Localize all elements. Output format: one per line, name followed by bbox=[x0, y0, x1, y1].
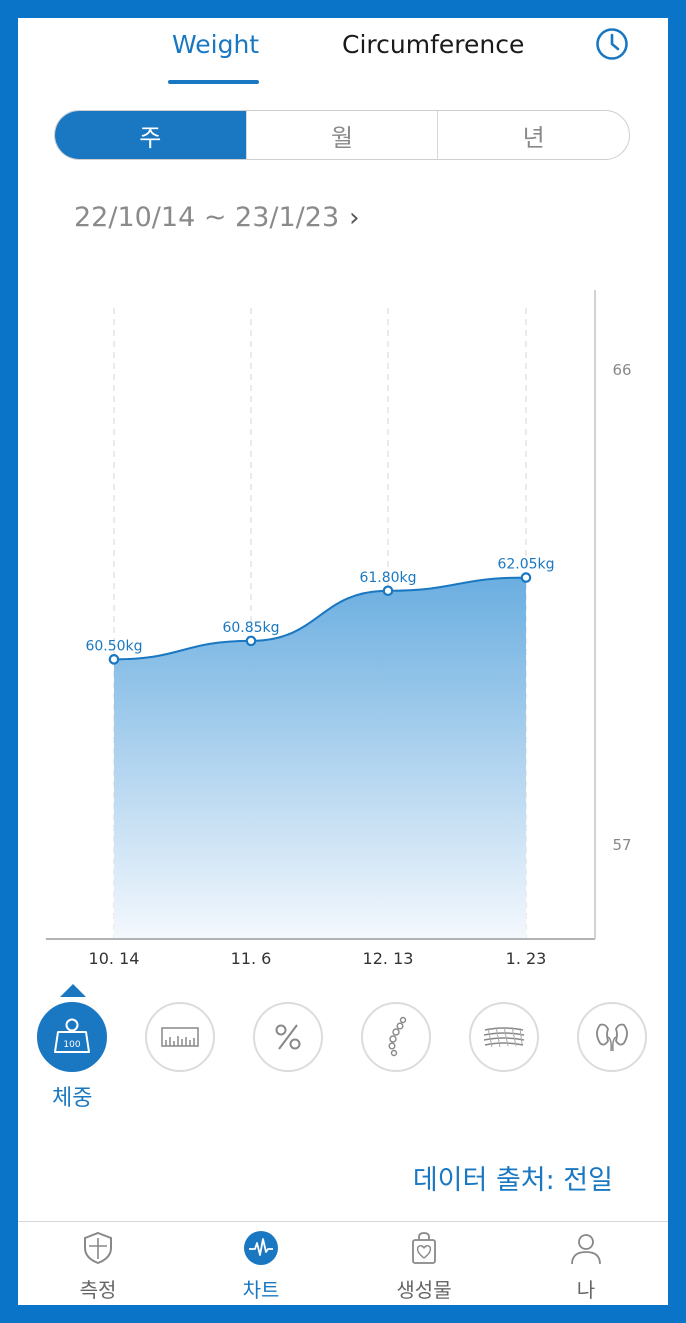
selected-metric-label: 체중 bbox=[52, 1086, 93, 1111]
chevron-right-icon: › bbox=[349, 202, 360, 233]
area-fill bbox=[114, 577, 526, 939]
nav-measure-label: 측정 bbox=[79, 1278, 117, 1302]
person-icon bbox=[571, 1234, 601, 1265]
weight-icon[interactable]: 100 bbox=[37, 1002, 107, 1072]
weight-chart: 60.50kg 60.85kg 61.80kg 62.05kg 10. 14 11. 6… bbox=[46, 290, 632, 968]
date-range-selector[interactable]: 22/10/14 ~ 23/1/23 › bbox=[74, 202, 360, 233]
app-frame: Weight Circumference 주 월 년 22/10/14 ~ 23… bbox=[18, 18, 668, 1305]
heartbeat-icon bbox=[244, 1231, 278, 1265]
data-source-text: 데이터 출처: 전일 bbox=[412, 1165, 613, 1196]
y-tick-label: 57 bbox=[612, 836, 631, 854]
x-tick-label: 12. 13 bbox=[363, 949, 414, 968]
nav-chart-label: 차트 bbox=[242, 1278, 280, 1302]
data-label: 62.05kg bbox=[497, 557, 554, 573]
data-label: 60.50kg bbox=[85, 638, 142, 654]
history-clock-icon[interactable] bbox=[594, 26, 630, 62]
date-range-text: 22/10/14 ~ 23/1/23 bbox=[74, 202, 340, 233]
x-tick-label: 11. 6 bbox=[231, 949, 272, 968]
x-tick-label: 1. 23 bbox=[506, 949, 547, 968]
muscle-icon[interactable] bbox=[469, 1002, 539, 1072]
nav-products[interactable]: 생성물 bbox=[364, 1222, 484, 1305]
kidney-icon[interactable] bbox=[577, 1002, 647, 1072]
nav-products-label: 생성물 bbox=[396, 1278, 452, 1302]
x-tick-label: 10. 14 bbox=[89, 949, 140, 968]
period-segmented-control: 주 월 년 bbox=[54, 110, 630, 160]
period-month[interactable]: 월 bbox=[245, 111, 438, 159]
period-week[interactable]: 주 bbox=[55, 111, 246, 159]
bottom-navigation: 측정 차트 생성물 나 bbox=[18, 1221, 668, 1305]
data-point[interactable] bbox=[108, 654, 120, 665]
series-line bbox=[113, 576, 527, 661]
nav-me[interactable]: 나 bbox=[526, 1222, 646, 1305]
percent-icon[interactable] bbox=[253, 1002, 323, 1072]
period-year[interactable]: 년 bbox=[437, 111, 629, 159]
nav-chart[interactable]: 차트 bbox=[201, 1222, 321, 1305]
data-point[interactable] bbox=[520, 572, 532, 583]
data-point[interactable] bbox=[382, 585, 394, 597]
data-label: 61.80kg bbox=[359, 570, 416, 586]
shield-icon bbox=[84, 1231, 112, 1265]
tab-weight[interactable]: Weight bbox=[172, 30, 260, 59]
nav-measure[interactable]: 측정 bbox=[38, 1222, 158, 1305]
bar-chart-icon[interactable] bbox=[145, 1002, 215, 1072]
bag-icon bbox=[412, 1232, 436, 1264]
svg-text:100: 100 bbox=[63, 1040, 80, 1050]
nav-me-label: 나 bbox=[576, 1278, 596, 1302]
spine-icon[interactable] bbox=[361, 1002, 431, 1072]
tab-circumference[interactable]: Circumference bbox=[342, 30, 525, 59]
data-label: 60.85kg bbox=[222, 620, 279, 636]
y-tick-label: 66 bbox=[612, 361, 631, 379]
tab-underline bbox=[168, 80, 259, 84]
selected-metric-pointer bbox=[60, 984, 86, 997]
data-point[interactable] bbox=[245, 635, 257, 647]
